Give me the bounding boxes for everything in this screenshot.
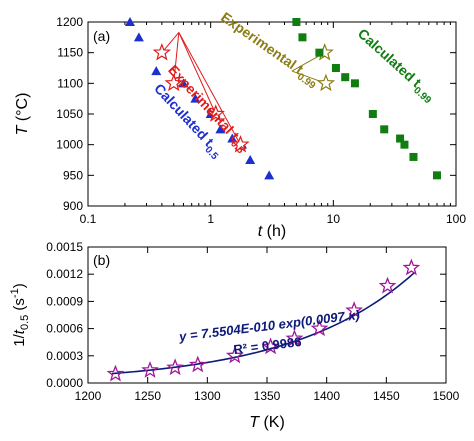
panel-a-connector-line — [161, 32, 180, 53]
panel-b-y-tick-label: 0.0009 — [46, 294, 83, 308]
panel-b-x-tick-label: 1200 — [75, 389, 102, 403]
triangle-point — [151, 66, 162, 76]
panel-a-y-tick-label: 950 — [63, 168, 83, 182]
panel-b-y-tick-label: 0.0000 — [46, 376, 83, 390]
square-point — [341, 73, 350, 82]
panel-b-x-tick-label: 1500 — [433, 389, 460, 403]
star-point — [310, 319, 329, 337]
star-point — [141, 360, 159, 378]
panel-a-y-tick-label: 900 — [63, 199, 83, 213]
triangle-point — [227, 133, 238, 143]
square-point — [292, 18, 301, 26]
panel-a-connector-line — [173, 32, 180, 84]
square-point — [409, 152, 418, 161]
star-point — [231, 134, 250, 153]
triangle-point — [190, 93, 201, 103]
panel-a-annotation: Experimental t0.99 — [216, 9, 323, 92]
panel-b-r-squared: R² = 0.9986 — [233, 334, 303, 357]
panel-a-y-tick-label: 1100 — [57, 76, 83, 90]
square-point — [315, 48, 324, 57]
square-point — [298, 33, 307, 42]
star-point — [164, 73, 183, 92]
panel-a-y-tick-label: 1050 — [56, 107, 83, 121]
panel-b-y-tick-label: 0.0012 — [46, 267, 83, 281]
star-point — [316, 73, 336, 92]
star-point — [402, 258, 421, 276]
panel-b-fit-curve — [111, 272, 415, 375]
star-point — [261, 337, 280, 355]
panel-b-x-tick-label: 1250 — [134, 389, 161, 403]
panel-a-data-marks — [125, 17, 441, 180]
panel-b-frame — [87, 246, 447, 384]
star-point — [225, 346, 244, 364]
triangle-point — [125, 17, 136, 26]
panel-a-connector-line — [178, 32, 217, 115]
star-point — [345, 301, 363, 318]
square-point — [432, 171, 441, 180]
panel-a-x-tick-label: 1 — [207, 212, 214, 226]
panel-b-label: (b) — [93, 252, 110, 268]
star-point — [206, 104, 225, 122]
panel-a-y-tick-label: 1000 — [56, 138, 83, 152]
panel-b-y-axis-label: 1/t0.5 (s-1) — [9, 283, 31, 346]
panel-b-x-tick-label: 1400 — [313, 389, 340, 403]
panel-a-x-tick-label: 10 — [327, 212, 341, 226]
star-point — [166, 358, 184, 376]
panel-a-y-tick-label: 1150 — [57, 46, 83, 60]
panel-a-label: (a) — [93, 28, 110, 44]
star-point — [378, 276, 397, 294]
panel-a-x-tick-label: 0.1 — [80, 212, 97, 226]
panel-b-axes: 1200 1250 1300 1350 1400 1450 1500 0.0000 0.0003… — [46, 240, 459, 403]
panel-a-chart: (a) 0.1 1 10 10090095010001050110011501200 … — [14, 9, 466, 240]
triangle-point — [178, 78, 189, 88]
panel-b-x-tick-label: 1300 — [194, 389, 221, 403]
panel-a-y-axis-label: T (°C) — [14, 93, 31, 136]
square-point — [331, 64, 340, 72]
triangle-point — [133, 32, 144, 42]
panel-b-x-tick-label: 1450 — [373, 389, 400, 403]
square-point — [368, 110, 377, 118]
panel-b-y-tick-label: 0.0003 — [46, 349, 83, 363]
star-point — [152, 42, 172, 61]
triangle-point — [245, 155, 256, 164]
panel-a-y-tick-label: 1200 — [56, 15, 83, 29]
square-point — [400, 140, 409, 149]
panel-b-y-tick-label: 0.0015 — [46, 240, 83, 254]
square-point — [380, 125, 389, 134]
triangle-point — [264, 170, 275, 180]
panel-a-connectors — [161, 32, 327, 145]
square-point — [350, 79, 359, 88]
panel-a-x-tick-label: 100 — [446, 212, 466, 226]
star-point — [285, 329, 304, 347]
star-point — [106, 364, 125, 382]
panel-b-chart: (b) 1200 1250 1300 1350 1400 1450 1500 0.0000 0.… — [9, 240, 460, 431]
star-point — [188, 355, 207, 373]
panel-a-axes: 0.1 1 10 100 900 950 1000 1050 1100 1150 1200 — [56, 15, 466, 226]
panel-a-annotation: Calculated t0.99 — [352, 25, 439, 106]
panel-b-data-marks — [106, 258, 421, 382]
triangle-point — [215, 124, 226, 134]
panel-b-y-tick-label: 0.0006 — [46, 322, 83, 336]
panel-b-x-tick-label: 1350 — [254, 389, 281, 403]
panel-a-connector-line — [178, 32, 241, 145]
panel-b-x-axis-label: T (K) — [249, 414, 285, 431]
square-point — [396, 134, 405, 143]
panel-a-x-axis-label: t (h) — [258, 223, 286, 240]
